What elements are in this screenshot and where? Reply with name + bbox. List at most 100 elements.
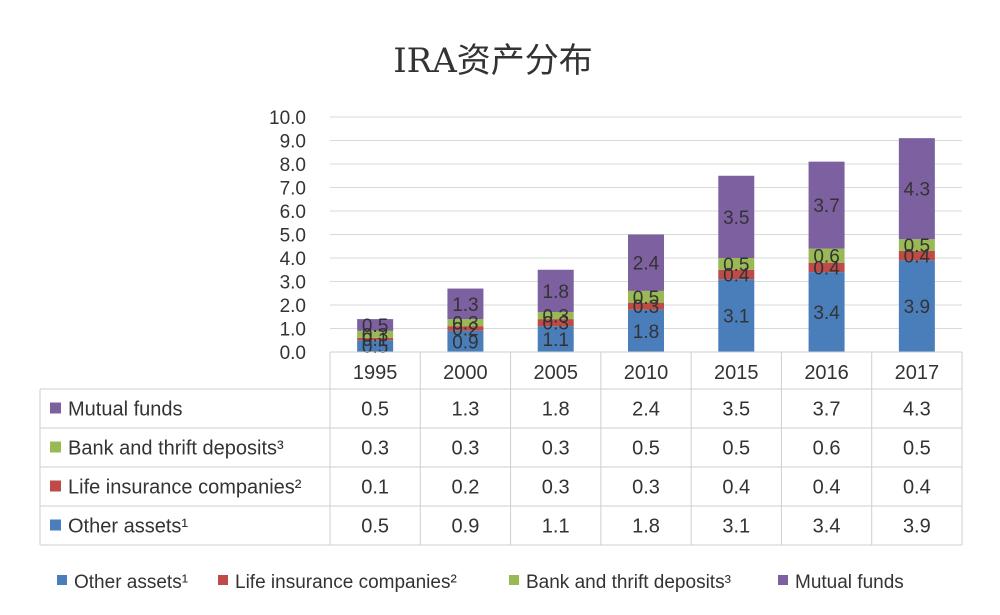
x-category-label: 2016 bbox=[804, 362, 849, 384]
table-cell: 0.2 bbox=[452, 477, 480, 499]
bar-segment bbox=[447, 319, 484, 327]
bar-segment bbox=[447, 326, 484, 331]
bar-segment bbox=[898, 250, 935, 261]
x-category-label: 2017 bbox=[895, 362, 940, 384]
table-cell: 3.1 bbox=[722, 516, 750, 538]
table-cell: 0.5 bbox=[361, 399, 389, 421]
bar-segment bbox=[808, 161, 845, 249]
table-cell: 1.8 bbox=[542, 399, 570, 421]
table-cell: 0.9 bbox=[452, 516, 480, 538]
bar-value-label: 0.5 bbox=[362, 316, 388, 337]
bar-segment bbox=[357, 340, 394, 352]
bar-segment bbox=[718, 279, 755, 352]
legend-label: Mutual funds bbox=[795, 572, 904, 593]
table-cell: 4.3 bbox=[903, 399, 931, 421]
bar-value-label: 0.4 bbox=[723, 265, 750, 286]
table-cell: 0.6 bbox=[813, 438, 841, 460]
table-cell: 0.4 bbox=[903, 477, 931, 499]
bar-value-label: 0.9 bbox=[452, 332, 478, 353]
table-cell: 0.3 bbox=[361, 438, 389, 460]
data-labels: 0.50.10.30.50.90.20.31.31.10.30.31.81.80… bbox=[362, 180, 931, 358]
bar-segment bbox=[628, 309, 664, 352]
y-tick-label: 1.0 bbox=[280, 320, 306, 341]
bar-value-label: 2.4 bbox=[633, 254, 660, 275]
x-category-label: 1995 bbox=[353, 362, 398, 384]
bar-segment bbox=[357, 319, 394, 331]
y-tick-label: 10.0 bbox=[269, 108, 306, 129]
legend-swatch bbox=[57, 575, 67, 585]
bar-segment bbox=[357, 337, 394, 341]
y-tick-label: 7.0 bbox=[280, 179, 306, 200]
bar-value-label: 0.4 bbox=[904, 247, 931, 268]
bar-value-label: 1.3 bbox=[452, 295, 478, 316]
bar-value-label: 3.9 bbox=[904, 297, 930, 318]
bar-segment bbox=[898, 138, 935, 240]
bar-value-label: 0.5 bbox=[362, 337, 388, 358]
table-cell: 3.5 bbox=[722, 399, 750, 421]
table-row-label: Life insurance companies² bbox=[68, 477, 302, 499]
bar-value-label: 0.3 bbox=[543, 307, 569, 328]
table-cell: 1.1 bbox=[542, 516, 570, 538]
legend-label: Other assets¹ bbox=[74, 572, 188, 593]
bar-value-label: 1.8 bbox=[633, 322, 659, 343]
bar-segment bbox=[898, 260, 935, 352]
table-row-label: Bank and thrift deposits³ bbox=[68, 438, 284, 460]
bar-value-label: 0.5 bbox=[904, 236, 930, 257]
legend-swatch bbox=[218, 575, 228, 585]
bar-value-label: 0.5 bbox=[633, 288, 659, 309]
table-row-label: Other assets¹ bbox=[68, 516, 188, 538]
table-cell: 0.3 bbox=[542, 438, 570, 460]
table-cell: 0.3 bbox=[452, 438, 480, 460]
legend-swatch bbox=[778, 575, 788, 585]
bars bbox=[357, 138, 935, 352]
bar-segment bbox=[447, 330, 484, 352]
bar-value-label: 0.4 bbox=[813, 258, 840, 279]
legend: Other assets¹ Life insurance companies² Ba… bbox=[57, 572, 904, 593]
y-tick-label: 0.0 bbox=[280, 343, 306, 364]
table-cell: 0.3 bbox=[632, 477, 660, 499]
x-category-label: 2015 bbox=[714, 362, 759, 384]
table-row-swatch bbox=[50, 519, 61, 531]
table-cell: 0.3 bbox=[542, 477, 570, 499]
bar-value-label: 3.4 bbox=[813, 303, 840, 324]
bar-segment bbox=[628, 302, 664, 310]
table-cell: 1.3 bbox=[452, 399, 480, 421]
bar-value-label: 1.1 bbox=[543, 330, 569, 351]
bar-segment bbox=[628, 290, 664, 303]
table-cell: 0.5 bbox=[361, 516, 389, 538]
bar-value-label: 0.1 bbox=[362, 330, 388, 351]
bar-value-label: 0.6 bbox=[813, 247, 839, 268]
bar-segment bbox=[537, 312, 574, 320]
bar-segment bbox=[898, 239, 935, 251]
bar-value-label: 4.3 bbox=[904, 180, 930, 201]
y-tick-label: 4.0 bbox=[280, 249, 306, 270]
bar-value-label: 1.8 bbox=[543, 282, 569, 303]
bar-segment bbox=[628, 234, 664, 291]
bar-segment bbox=[537, 326, 574, 352]
x-category-label: 2005 bbox=[533, 362, 578, 384]
y-tick-label: 3.0 bbox=[280, 273, 306, 294]
table-cell: 0.4 bbox=[813, 477, 841, 499]
bar-value-label: 0.3 bbox=[633, 297, 659, 318]
y-tick-label: 2.0 bbox=[280, 296, 306, 317]
table-row-swatch bbox=[50, 402, 61, 414]
bar-value-label: 3.1 bbox=[723, 307, 749, 328]
bar-segment bbox=[537, 269, 574, 313]
y-tick-label: 9.0 bbox=[280, 132, 306, 153]
bar-segment bbox=[537, 319, 574, 327]
table-cell: 0.5 bbox=[903, 438, 931, 460]
data-table: 1995 2000 2005 2010 2015 2016 2017 Mutual funds… bbox=[39, 351, 963, 546]
bar-segment bbox=[808, 272, 845, 352]
table-cell: 3.4 bbox=[813, 516, 841, 538]
bar-value-label: 0.3 bbox=[452, 314, 478, 335]
table-cell: 0.5 bbox=[722, 438, 750, 460]
legend-label: Life insurance companies² bbox=[235, 572, 457, 593]
bar-segment bbox=[808, 248, 845, 263]
bar-value-label: 0.3 bbox=[362, 325, 388, 346]
bar-value-label: 0.3 bbox=[543, 314, 569, 335]
bar-segment bbox=[718, 269, 755, 280]
bar-value-label: 0.2 bbox=[452, 320, 478, 341]
x-category-label: 2000 bbox=[443, 362, 488, 384]
